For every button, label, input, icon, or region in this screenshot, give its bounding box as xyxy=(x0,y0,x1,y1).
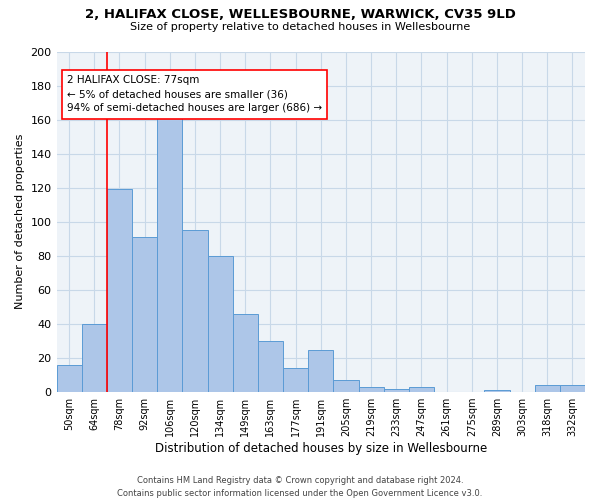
Bar xyxy=(82,324,107,392)
Bar xyxy=(56,365,82,392)
Bar xyxy=(132,237,157,392)
Bar xyxy=(484,390,509,392)
Bar xyxy=(182,230,208,392)
Bar xyxy=(334,380,359,392)
Bar xyxy=(208,256,233,392)
Bar xyxy=(157,108,182,392)
Bar xyxy=(383,388,409,392)
Bar xyxy=(359,387,383,392)
Bar xyxy=(233,314,258,392)
Text: 2, HALIFAX CLOSE, WELLESBOURNE, WARWICK, CV35 9LD: 2, HALIFAX CLOSE, WELLESBOURNE, WARWICK,… xyxy=(85,8,515,20)
Bar xyxy=(409,387,434,392)
Bar xyxy=(560,386,585,392)
Bar xyxy=(535,386,560,392)
Text: 2 HALIFAX CLOSE: 77sqm
← 5% of detached houses are smaller (36)
94% of semi-deta: 2 HALIFAX CLOSE: 77sqm ← 5% of detached … xyxy=(67,76,322,114)
Text: Contains HM Land Registry data © Crown copyright and database right 2024.
Contai: Contains HM Land Registry data © Crown c… xyxy=(118,476,482,498)
Bar xyxy=(258,341,283,392)
Y-axis label: Number of detached properties: Number of detached properties xyxy=(15,134,25,310)
Bar xyxy=(308,350,334,392)
Text: Size of property relative to detached houses in Wellesbourne: Size of property relative to detached ho… xyxy=(130,22,470,32)
Bar xyxy=(283,368,308,392)
X-axis label: Distribution of detached houses by size in Wellesbourne: Distribution of detached houses by size … xyxy=(155,442,487,455)
Bar xyxy=(107,190,132,392)
